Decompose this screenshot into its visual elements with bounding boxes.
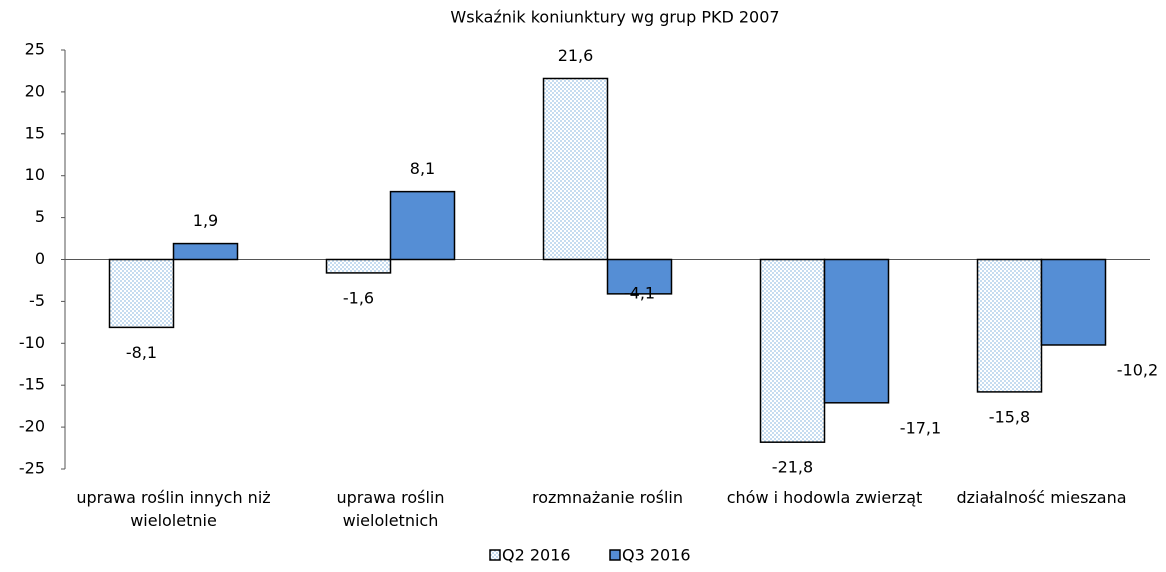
value-label: -10,2 — [1117, 360, 1158, 379]
legend-swatch — [489, 549, 501, 561]
bar — [823, 258, 890, 404]
y-tick-label: 15 — [25, 123, 45, 142]
bar — [172, 242, 239, 261]
value-label: -1,6 — [343, 288, 374, 307]
y-tick-label: 5 — [35, 207, 45, 226]
value-label: 8,1 — [410, 159, 435, 178]
y-tick-label: 25 — [25, 40, 45, 59]
legend-label: Q2 2016 — [502, 546, 571, 565]
value-label: -21,8 — [772, 458, 813, 477]
legend-label: Q3 2016 — [622, 546, 691, 565]
y-tick-label: -15 — [19, 375, 45, 394]
bar — [542, 77, 609, 261]
y-tick-label: -20 — [19, 417, 45, 436]
value-label: -17,1 — [900, 418, 941, 437]
x-tick-label: chów i hodowla zwierząt — [726, 488, 923, 507]
x-tick-label: działalność mieszana — [956, 488, 1127, 507]
bar — [108, 258, 175, 329]
y-tick-label: -10 — [19, 333, 45, 352]
bar — [759, 258, 826, 443]
legend-swatch — [609, 549, 621, 561]
bar — [606, 258, 673, 295]
y-tick-label: -25 — [19, 459, 45, 478]
value-label: 1,9 — [193, 211, 218, 230]
y-tick-label: 0 — [35, 249, 45, 268]
bar — [1040, 258, 1107, 346]
bar — [389, 190, 456, 261]
chart-title: Wskaźnik koniunktury wg grup PKD 2007 — [450, 8, 779, 27]
y-tick-label: 20 — [25, 81, 45, 100]
y-tick-label: -5 — [29, 291, 45, 310]
x-tick-label: uprawa roślin wieloletnich — [336, 488, 445, 530]
bar — [976, 258, 1043, 393]
value-label: -8,1 — [126, 343, 157, 362]
value-label: -4,1 — [624, 283, 655, 302]
bar — [325, 258, 392, 274]
x-tick-label: rozmnażanie roślin — [531, 488, 684, 507]
x-tick-label: uprawa roślin innych niż wieloletnie — [76, 488, 271, 530]
value-label: 21,6 — [558, 46, 594, 65]
value-label: -15,8 — [989, 407, 1030, 426]
y-tick-label: 10 — [25, 165, 45, 184]
